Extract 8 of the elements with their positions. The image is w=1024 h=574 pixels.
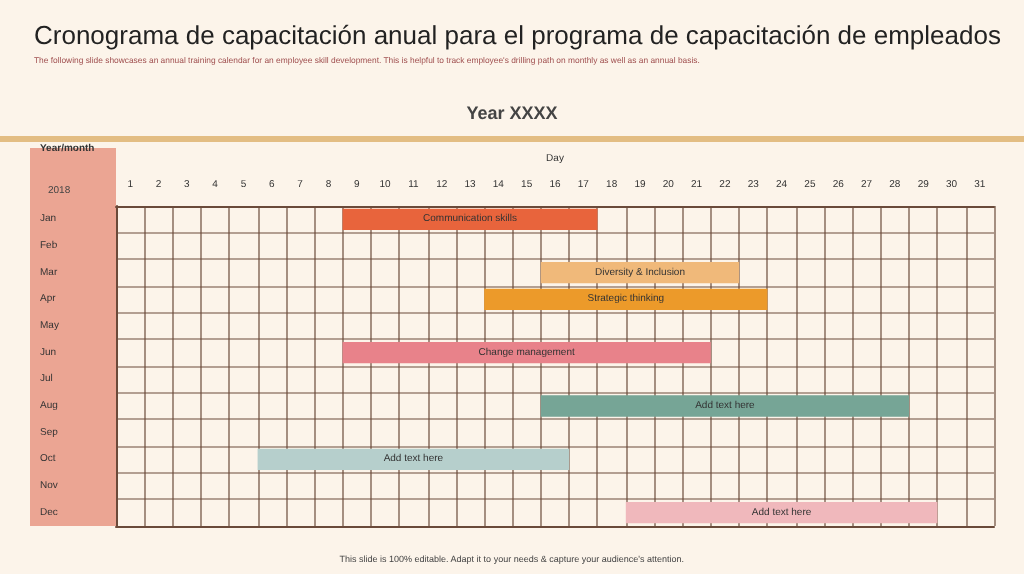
bar <box>540 395 910 417</box>
bar <box>257 448 570 470</box>
bar <box>342 342 711 364</box>
bar <box>625 502 938 524</box>
bar <box>484 288 768 310</box>
text: Year XXXX <box>466 103 558 123</box>
chart-title: Cronograma de capacitación anual para el programa de capacitación de empleados <box>34 20 1002 50</box>
bar <box>342 208 598 230</box>
